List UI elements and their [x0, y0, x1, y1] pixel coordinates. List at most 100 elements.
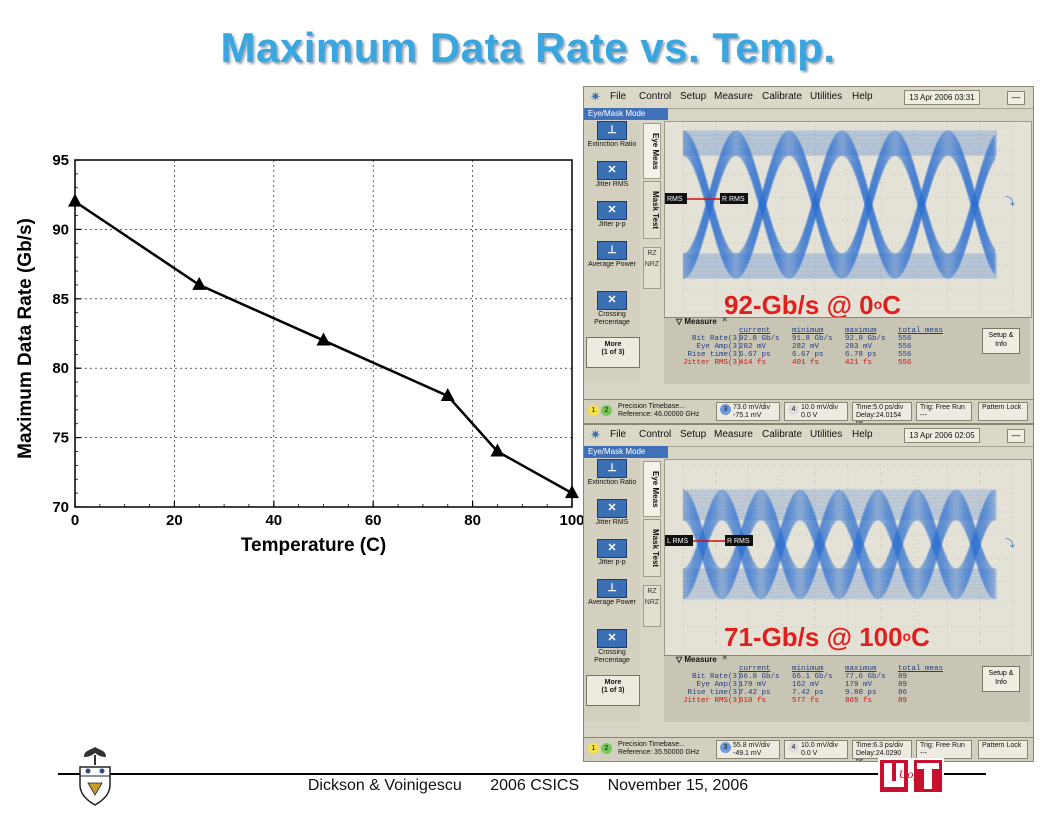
tab-mask-test[interactable]: Mask Test: [643, 519, 661, 577]
measurement-total: 89: [898, 673, 908, 681]
menu-calibrate[interactable]: Calibrate: [762, 429, 803, 440]
data-point-marker: [565, 485, 579, 499]
side-button-label: Jitter RMS: [595, 519, 629, 526]
side-button-average-power[interactable]: ⊥ Average Power: [586, 241, 638, 269]
measurement-channel: (3): [728, 673, 742, 681]
x-tick-label: 100: [559, 512, 584, 529]
side-button-jitter-p-p[interactable]: ✕ Jitter p-p: [586, 201, 638, 229]
tab-mask-test[interactable]: Mask Test: [643, 181, 661, 239]
menu-measure[interactable]: Measure: [714, 91, 753, 102]
side-button-extinction-ratio[interactable]: ⊥ Extinction Ratio: [586, 121, 638, 149]
measure-tab-label[interactable]: ▽ Measure: [676, 655, 717, 664]
side-button-crossing-percentage[interactable]: ✕ Crossing Percentage: [586, 629, 638, 665]
measure-tab-label[interactable]: ▽ Measure: [676, 317, 717, 326]
menu-control[interactable]: Control: [639, 91, 672, 102]
more-button[interactable]: More (1 of 3): [586, 337, 640, 368]
menu-file[interactable]: File: [610, 429, 627, 440]
trigger-box[interactable]: Trig: Free Run ---: [916, 402, 972, 421]
measurement-name: Bit Rate: [691, 335, 728, 343]
channel-3-box[interactable]: 3 73.0 mV/div -75.1 mV: [716, 402, 780, 421]
channel-1-icon[interactable]: 1: [588, 743, 599, 754]
more-button[interactable]: More (1 of 3): [586, 675, 640, 706]
menu-utilities[interactable]: Utilities: [810, 429, 843, 440]
time-box[interactable]: Time:5.0 ps/div Delay:24.0154 ns: [852, 402, 912, 423]
measurement-name: Eye Amp: [696, 681, 728, 689]
timebase-box[interactable]: Precision Timebase... Reference: 35.50000…: [618, 741, 699, 757]
pattern-lock-button[interactable]: Pattern Lock: [978, 402, 1028, 421]
menu-setup[interactable]: Setup: [680, 91, 707, 102]
menu-control[interactable]: Control: [639, 429, 672, 440]
menu-help[interactable]: Help: [852, 429, 873, 440]
measurement-minimum: 577 fs: [792, 697, 820, 705]
eye-trace: [682, 491, 996, 573]
tab-eye-meas[interactable]: Eye Meas: [643, 123, 661, 179]
eye-trace: [682, 146, 996, 272]
minimize-button[interactable]: —: [1007, 91, 1025, 105]
side-button-extinction-ratio[interactable]: ⊥ Extinction Ratio: [586, 459, 638, 487]
setup-info-button[interactable]: Setup & Info: [982, 666, 1020, 692]
channel-2-icon[interactable]: 2: [601, 743, 612, 754]
side-button-label: Jitter p-p: [598, 221, 626, 228]
measurement-panel: ▽ Measure ✕ current minimum maximum total mea…: [664, 315, 1030, 384]
measurement-channel: (3): [728, 359, 742, 367]
menu-utilities[interactable]: Utilities: [810, 91, 843, 102]
channel-4-icon: 4: [788, 404, 799, 415]
setup-info-button[interactable]: Setup & Info: [982, 328, 1020, 354]
eye-trace: [682, 511, 996, 593]
side-button-average-power[interactable]: ⊥ Average Power: [586, 579, 638, 607]
side-button-jitter-p-p[interactable]: ✕ Jitter p-p: [586, 539, 638, 567]
more-sub-label: (1 of 3): [601, 687, 625, 694]
side-button-jitter-rms[interactable]: ✕ Jitter RMS: [586, 161, 638, 189]
mode-label: Eye/Mask Mode: [584, 108, 668, 120]
scope-menu-bar: ✷ File Control Setup Measure Calibrate Utiliti…: [584, 425, 1033, 447]
eye-trace: [682, 142, 996, 269]
eye-trace: [682, 496, 996, 578]
scope-date-time: 13 Apr 2006 02:05: [904, 428, 980, 443]
timebase-box[interactable]: Precision Timebase... Reference: 46.00000…: [618, 403, 699, 419]
university-crest-logo: [79, 747, 111, 806]
x-tick-label: 40: [265, 512, 282, 529]
rz-nrz-toggle[interactable]: RZ NRZ: [643, 247, 661, 289]
eye-trace: [682, 515, 996, 598]
channel-3-box[interactable]: 3 55.8 mV/div -49.1 mV: [716, 740, 780, 759]
measurement-row: Jitter RMS(3)610 fs 577 fs 865 fs 89: [672, 697, 938, 705]
pattern-lock-button[interactable]: Pattern Lock: [978, 740, 1028, 759]
measurement-channel: (3): [728, 689, 742, 697]
trigger-box[interactable]: Trig: Free Run ---: [916, 740, 972, 759]
rz-nrz-toggle[interactable]: RZ NRZ: [643, 585, 661, 627]
menu-file[interactable]: File: [610, 91, 627, 102]
side-button-jitter-rms[interactable]: ✕ Jitter RMS: [586, 499, 638, 527]
minimize-button[interactable]: —: [1007, 429, 1025, 443]
menu-calibrate[interactable]: Calibrate: [762, 91, 803, 102]
menu-measure[interactable]: Measure: [714, 429, 753, 440]
measure-close-icon[interactable]: ✕: [722, 653, 728, 663]
timebase-label: Precision Timebase...: [618, 403, 685, 410]
side-button-label: Average Power: [588, 261, 636, 268]
tab-eye-meas[interactable]: Eye Meas: [643, 461, 661, 517]
channel-4-box[interactable]: 4 10.0 mV/div 0.0 V: [784, 740, 848, 759]
series-line: [74, 200, 573, 495]
side-button-crossing-percentage[interactable]: ✕ Crossing Percentage: [586, 291, 638, 327]
eye-trace: [682, 491, 996, 573]
degree-symbol: o: [902, 628, 912, 644]
x-tick-label: 80: [464, 512, 481, 529]
measure-close-icon[interactable]: ✕: [722, 315, 728, 325]
channel-2-icon[interactable]: 2: [601, 405, 612, 416]
channel-4-box[interactable]: 4 10.0 mV/div 0.0 V: [784, 402, 848, 421]
trigger-arrow-icon: ⤵: [1005, 538, 1015, 550]
rz-nrz-option: RZ: [647, 588, 657, 595]
measurement-name: Jitter RMS: [682, 359, 728, 367]
eye-trace: [682, 144, 996, 270]
eye-rate-text: 92-Gb/s @ 0: [724, 290, 874, 320]
eye-trace: [682, 511, 996, 593]
eye-trace: [682, 142, 996, 269]
menu-help[interactable]: Help: [852, 91, 873, 102]
measurement-table: current minimum maximum total meas Bit Rate(…: [672, 327, 944, 367]
time-box[interactable]: Time:6.3 ps/div Delay:24.0290 ns: [852, 740, 912, 761]
trigger-mode: Trig: Free Run: [920, 404, 965, 411]
channel-1-icon[interactable]: 1: [588, 405, 599, 416]
column-header: total meas: [898, 327, 944, 335]
menu-setup[interactable]: Setup: [680, 429, 707, 440]
